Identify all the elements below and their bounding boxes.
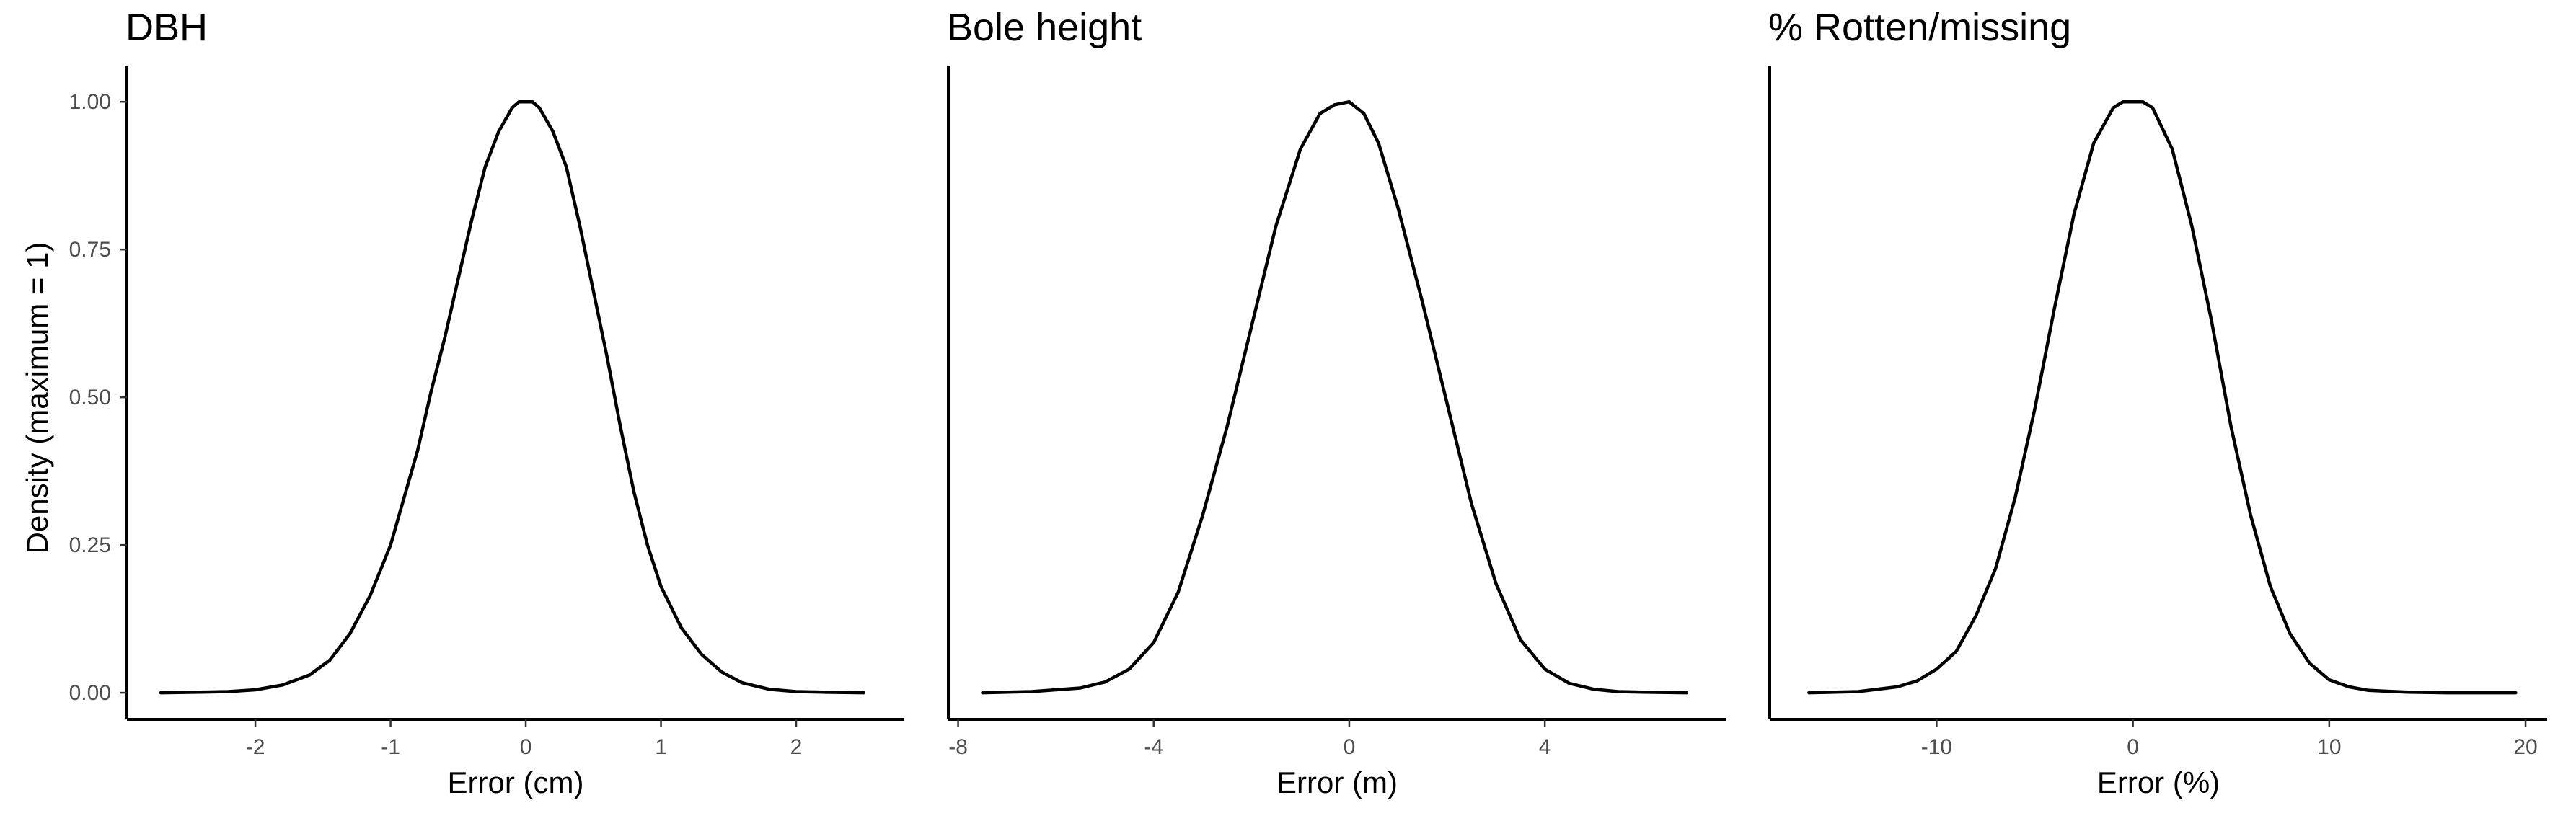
y-tick-label: 0.75: [69, 238, 111, 262]
panel-2-title: Bole height: [947, 6, 1142, 49]
y-tick-label: 0.25: [69, 533, 111, 557]
panel-1-title: DBH: [125, 6, 208, 49]
panel-3-x-tick-label: 10: [2317, 735, 2341, 759]
panel-1-x-tick-label: 1: [655, 735, 667, 759]
panel-dbh: DBH -2 -1 0 1 2 0.00 0.25 0.50 0.75 1.00 Error (cm): [69, 6, 904, 799]
panel-1-x-tick-label: 0: [520, 735, 532, 759]
panel-1-x-tick-label: 2: [790, 735, 803, 759]
panel-3-x-axis-title: Error (%): [2097, 765, 2220, 799]
panel-2-x-tick-label: 0: [1344, 735, 1356, 759]
y-tick-label: 0.00: [69, 681, 111, 705]
panel-2-x-tick-label: 4: [1539, 735, 1551, 759]
panel-3-x-tick-label: 0: [2127, 735, 2139, 759]
panel-bole-height: Bole height -8 -4 0 4 Error (m): [947, 6, 1726, 799]
y-axis-title: Density (maximum = 1): [20, 242, 54, 554]
y-tick-label: 1.00: [69, 90, 111, 114]
panel-1-density-curve: [159, 99, 866, 695]
panel-1-x-axis-title: Error (cm): [448, 765, 584, 799]
panel-2-density-curve: [981, 99, 1689, 695]
panel-2-x-tick-label: -8: [948, 735, 968, 759]
panel-3-density-curve: [1807, 99, 2518, 695]
panel-1-x-tick-label: -1: [381, 735, 400, 759]
panel-rotten-missing: % Rotten/missing -10 0 10 20 Error (%): [1768, 6, 2547, 799]
y-tick-label: 0.50: [69, 386, 111, 409]
panel-3-x-tick-label: -10: [1921, 735, 1952, 759]
panel-1-x-tick-label: -2: [246, 735, 265, 759]
panel-2-x-axis-title: Error (m): [1276, 765, 1398, 799]
panel-2-x-tick-label: -4: [1144, 735, 1163, 759]
panel-3-title: % Rotten/missing: [1768, 6, 2071, 49]
panel-3-x-tick-label: 20: [2513, 735, 2537, 759]
